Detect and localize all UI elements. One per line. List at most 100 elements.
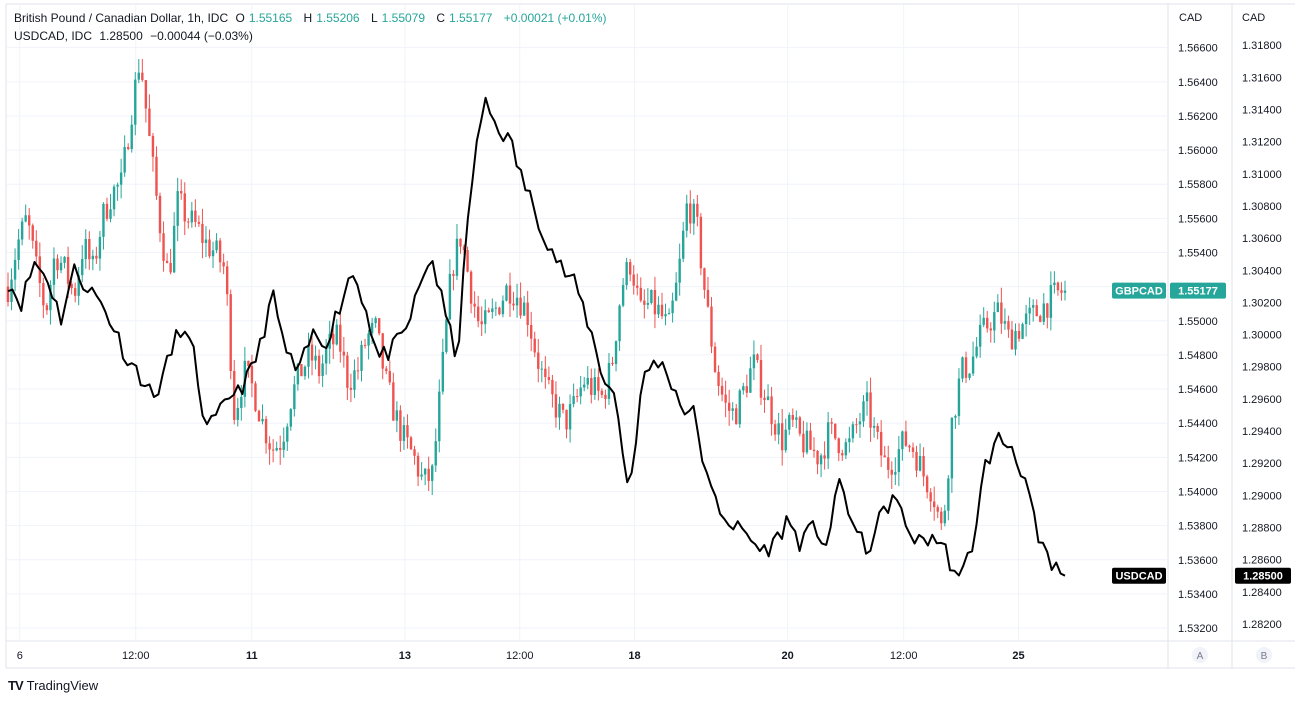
y-tick-label-a: 1.56600 (1178, 43, 1218, 55)
candle-body (84, 238, 87, 260)
candle-body (996, 302, 1000, 313)
candle-body (448, 273, 452, 320)
candle-body (1028, 307, 1031, 314)
candle-body (377, 318, 381, 334)
y-tick-label-b: 1.28400 (1242, 587, 1282, 599)
candle-body (466, 250, 469, 272)
candle-body (360, 344, 363, 371)
y-tick-label-a: 1.53400 (1178, 589, 1218, 601)
candle-body (24, 215, 27, 222)
candle-body (770, 396, 773, 425)
usdcad-last-name-label: USDCAD (1115, 571, 1162, 583)
candle-body (968, 373, 971, 378)
candle-body (137, 72, 140, 80)
candle-body (459, 238, 462, 247)
y-tick-label-a: 1.54000 (1178, 486, 1218, 498)
candle-body (940, 511, 943, 524)
candle-body (59, 262, 63, 271)
y-tick-label-b: 1.28200 (1242, 619, 1282, 631)
candle-body (112, 186, 116, 210)
x-tick-label: 18 (628, 650, 640, 662)
candle-body (20, 221, 24, 240)
tradingview-branding[interactable]: TV TradingView (8, 678, 98, 693)
candle-body (537, 352, 540, 369)
candle-body (346, 355, 349, 388)
y-tick-label-a: 1.55600 (1178, 213, 1218, 225)
candle-body (66, 256, 70, 284)
candle-body (441, 351, 445, 392)
candle-body (271, 449, 275, 451)
candle-body (279, 447, 282, 450)
x-tick-label: 12:00 (890, 650, 918, 662)
candle-body (363, 344, 367, 346)
candle-body (367, 333, 370, 346)
candle-body (947, 478, 950, 511)
high-label: H (303, 11, 313, 25)
scale-b-badge-circle[interactable] (1256, 647, 1272, 663)
candle-body (816, 450, 819, 465)
y-tick-label-b: 1.30400 (1242, 265, 1282, 277)
compare-series-legend[interactable]: USDCAD, IDC 1.28500 −0.00044 (−0.03%) (14, 28, 257, 44)
candle-body (812, 449, 816, 451)
gbpcad-last-name-label: GBPCAD (1115, 286, 1163, 298)
ohlc-open: O 1.55165 (235, 11, 296, 25)
candle-body (646, 302, 650, 305)
candle-body (795, 417, 798, 420)
candle-body (356, 370, 360, 372)
candle-body (883, 455, 886, 458)
scale-a-badge[interactable]: A (1197, 651, 1204, 662)
candle-body (505, 285, 508, 301)
candle-body (830, 422, 833, 424)
candle-body (293, 384, 296, 410)
candle-body (540, 368, 544, 370)
main-series-legend[interactable]: British Pound / Canadian Dollar, 1h, IDC… (14, 10, 611, 26)
candle-body (462, 246, 466, 251)
candle-body (933, 501, 936, 508)
candle-body (887, 457, 890, 470)
candle-body (989, 328, 992, 331)
candle-body (604, 394, 607, 399)
candle-body (1039, 316, 1042, 322)
candle-body (431, 465, 434, 481)
scale-b-badge[interactable]: B (1261, 651, 1268, 662)
candle-body (155, 156, 158, 196)
candle-body (353, 370, 356, 390)
candle-body (307, 344, 310, 367)
candle-body (957, 378, 961, 417)
candle-body (583, 384, 586, 388)
y-tick-label-b: 1.30200 (1242, 297, 1282, 309)
candle-body (660, 304, 664, 317)
candle-body (699, 216, 703, 269)
candle-body (102, 203, 105, 237)
candle-body (257, 410, 261, 422)
candle-body (858, 421, 862, 425)
candle-body (1035, 305, 1038, 317)
axes (5, 3, 1295, 669)
candle-body (1000, 302, 1003, 324)
y-tick-label-b: 1.30600 (1242, 233, 1282, 245)
candle-body (201, 223, 204, 243)
candle-body (1060, 290, 1063, 293)
candle-body (971, 356, 975, 374)
candle-body (547, 377, 551, 380)
candle-body (1021, 324, 1024, 339)
candle-body (286, 426, 289, 442)
low-label: L (370, 11, 378, 25)
y-tick-label-a: 1.55400 (1178, 248, 1218, 260)
scale-a-badge-circle[interactable] (1192, 647, 1208, 663)
candle-body (487, 310, 490, 312)
candle-body (710, 306, 713, 347)
candle-body (339, 324, 342, 352)
y-tick-label-b: 1.31200 (1242, 137, 1282, 149)
candle-body (805, 430, 809, 453)
candle-body (17, 239, 20, 260)
candle-body (766, 396, 770, 401)
candle-body (752, 354, 756, 369)
candle-body (865, 392, 869, 402)
candle-body (759, 360, 763, 398)
x-tick-label: 13 (399, 650, 411, 662)
candle-body (1046, 303, 1049, 318)
candle-body (650, 290, 653, 303)
